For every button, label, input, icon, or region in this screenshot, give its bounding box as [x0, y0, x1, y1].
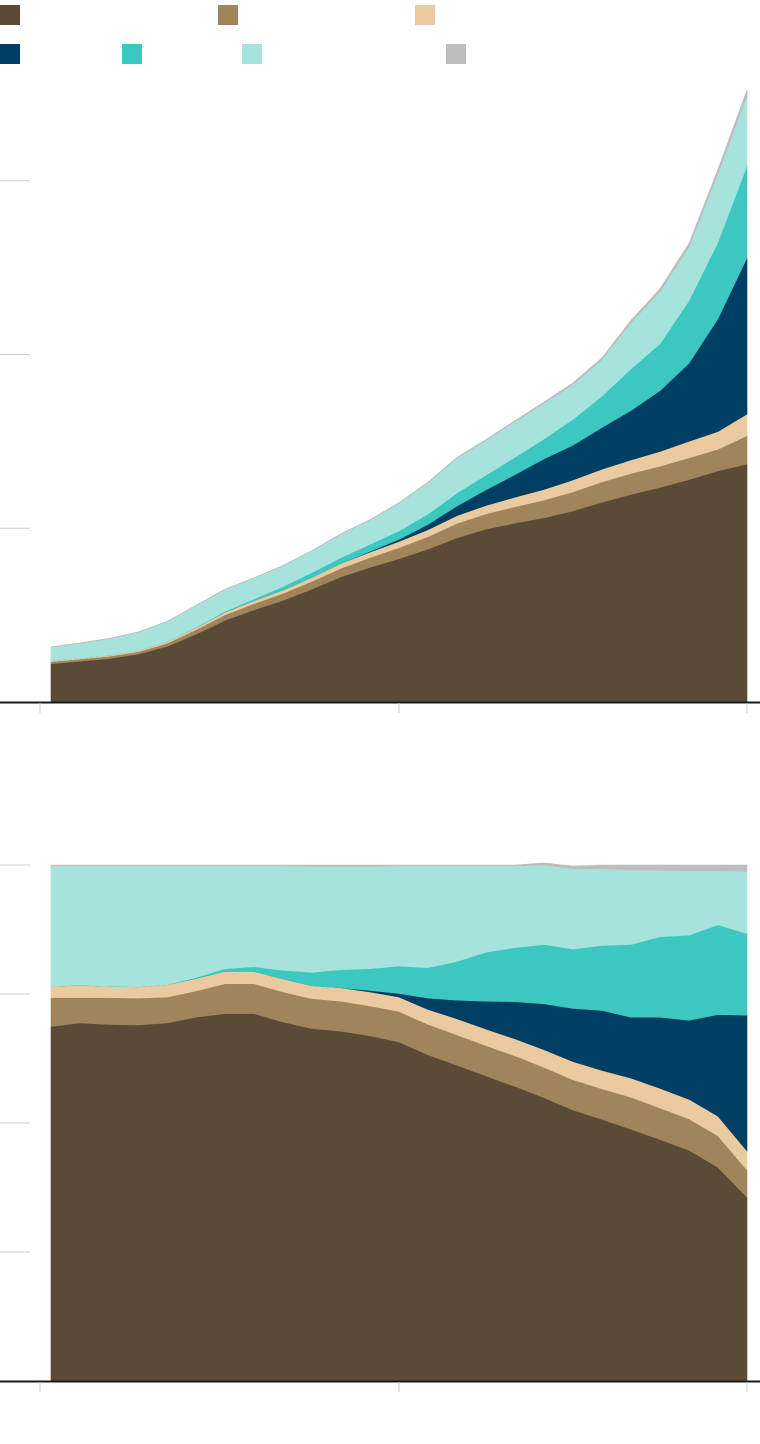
- legend-item-2: [218, 5, 246, 25]
- legend-swatch: [218, 5, 238, 25]
- absolute-stacked-area-chart: [0, 89, 760, 713]
- legend-swatch: [242, 44, 262, 64]
- legend-swatch: [415, 5, 435, 25]
- legend-swatch: [446, 44, 466, 64]
- legend-swatch: [0, 44, 20, 64]
- legend-item-1: [0, 5, 28, 25]
- legend-swatch: [122, 44, 142, 64]
- legend-swatch: [0, 5, 20, 25]
- percent-stacked-area-chart: [0, 862, 760, 1392]
- area-series-7: [50, 862, 748, 872]
- legend: [0, 0, 760, 80]
- legend-item-6: [242, 44, 270, 64]
- legend-item-5: [122, 44, 150, 64]
- legend-item-7: [446, 44, 474, 64]
- legend-item-4: [0, 44, 28, 64]
- area-series-7: [50, 89, 748, 648]
- area-series-1: [50, 463, 748, 703]
- legend-item-3: [415, 5, 443, 25]
